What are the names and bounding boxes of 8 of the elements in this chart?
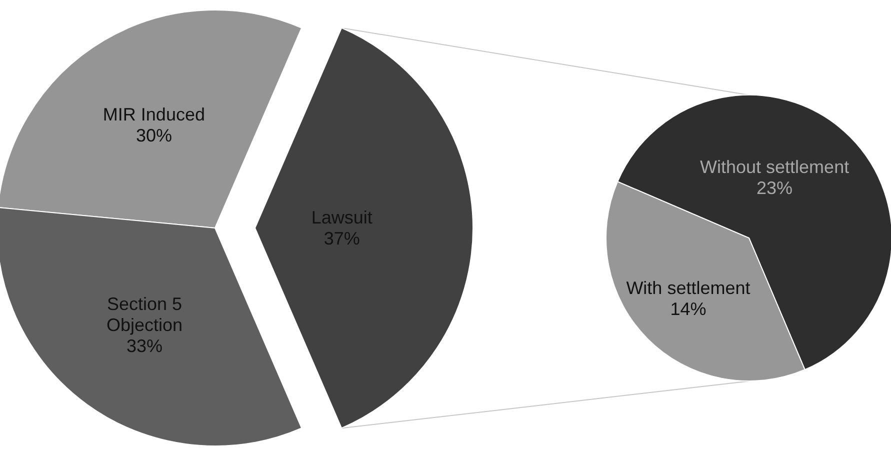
slice-label: With settlement bbox=[626, 278, 750, 298]
slice-label: MIR Induced bbox=[102, 104, 205, 124]
data-label: 33% bbox=[126, 336, 163, 356]
data-label: 23% bbox=[756, 178, 793, 198]
data-label: 14% bbox=[670, 299, 706, 320]
slice-label: Without settlement bbox=[700, 156, 850, 177]
data-label: 30% bbox=[136, 125, 172, 146]
slice-label: Section 5 Objection bbox=[106, 294, 183, 335]
